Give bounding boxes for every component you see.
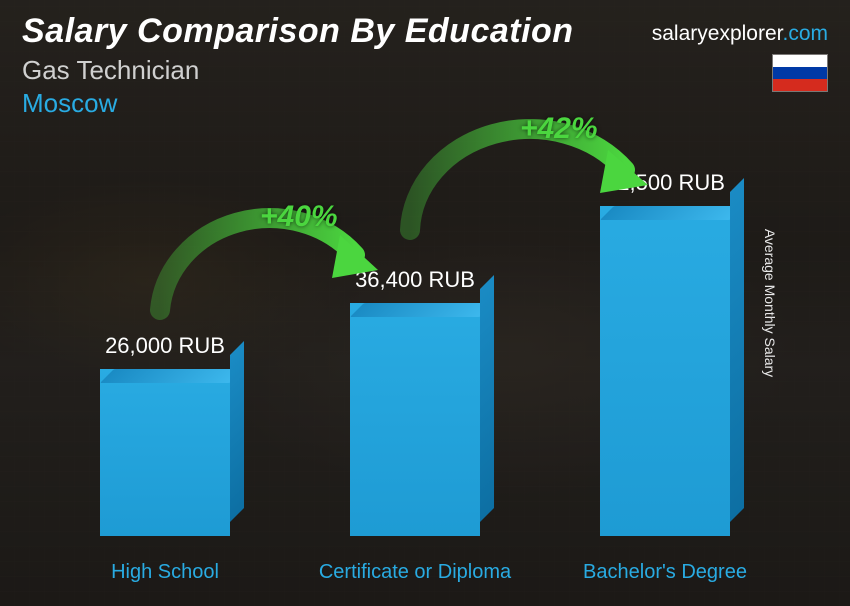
- bar-front-face: [350, 303, 480, 536]
- bar-top-face: [100, 369, 244, 383]
- job-title: Gas Technician: [22, 55, 828, 86]
- bar-value: 36,400 RUB: [355, 267, 475, 293]
- bar-side-face: [730, 178, 744, 522]
- bar-side-face: [230, 341, 244, 522]
- russia-flag-icon: [772, 54, 828, 92]
- flag-stripe-white: [773, 55, 827, 67]
- bar-value: 51,500 RUB: [605, 170, 725, 196]
- increase-pct-1: +40%: [260, 200, 338, 234]
- y-axis-label: Average Monthly Salary: [762, 229, 778, 377]
- bar-column: 36,400 RUB: [315, 267, 515, 536]
- bar-3d: [100, 369, 230, 536]
- x-labels: High School Certificate or Diploma Bachelo…: [40, 560, 790, 584]
- brand-name: salaryexplorer: [652, 22, 783, 45]
- bar-chart: 26,000 RUB 36,400 RUB 51,500 RUB High Scho…: [40, 160, 790, 584]
- bar-column: 51,500 RUB: [565, 170, 765, 536]
- bar-top-face: [350, 303, 494, 317]
- bar-top-face: [600, 206, 744, 220]
- flag-stripe-red: [773, 79, 827, 91]
- bars-container: 26,000 RUB 36,400 RUB 51,500 RUB: [40, 160, 790, 536]
- x-axis-label: Certificate or Diploma: [315, 560, 515, 584]
- bar-3d: [600, 206, 730, 536]
- flag-stripe-blue: [773, 67, 827, 79]
- x-axis-label: High School: [65, 560, 265, 584]
- brand-logo: salaryexplorer.com: [652, 22, 828, 46]
- bar-front-face: [600, 206, 730, 536]
- bar-3d: [350, 303, 480, 536]
- bar-front-face: [100, 369, 230, 536]
- bar-value: 26,000 RUB: [105, 333, 225, 359]
- bar-side-face: [480, 275, 494, 522]
- location: Moscow: [22, 88, 828, 119]
- brand-domain: .com: [782, 22, 828, 45]
- x-axis-label: Bachelor's Degree: [565, 560, 765, 584]
- bar-column: 26,000 RUB: [65, 333, 265, 536]
